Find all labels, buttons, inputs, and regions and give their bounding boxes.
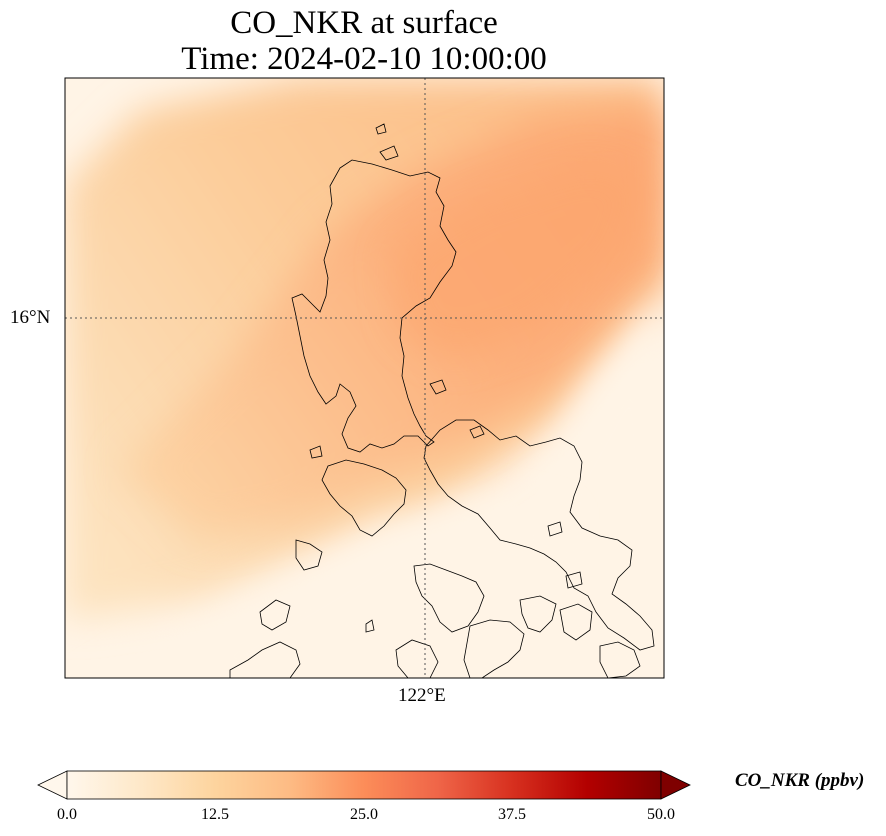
coastline-mindoro [413,563,485,633]
lat-tick-label: 16°N [10,307,51,328]
colorbar-label: CO_NKR (ppbv) [735,770,865,791]
colorbar-bar [66,770,662,800]
colorbar-tick-2: 25.0 [350,806,378,823]
coastline-bataan-batangas [321,459,407,537]
plot-title-line1: CO_NKR at surface [230,5,498,41]
colorbar-tick-0: 0.0 [57,806,77,823]
map-plot [64,77,665,679]
colorbar-tick-1: 12.5 [201,806,229,823]
coastline-southern-islands [229,539,641,678]
concentration-field [65,78,664,678]
coastline-small-islands [309,123,583,633]
colorbar-extend-max [660,770,691,800]
gridlines [65,78,664,678]
map-frame [64,77,665,679]
coastlines [229,123,655,678]
plot-title-line2: Time: 2024-02-10 10:00:00 [181,41,547,77]
colorbar-extend-min [37,770,68,800]
clean-air-south [115,500,560,678]
colorbar [37,770,691,800]
lon-tick-label: 122°E [398,685,446,706]
plume-hotspot [390,160,650,360]
colorbar-tick-3: 37.5 [498,806,526,823]
coastline-luzon-north [291,159,457,453]
coastline-bicol [423,419,655,651]
colorbar-tick-4: 50.0 [647,806,675,823]
